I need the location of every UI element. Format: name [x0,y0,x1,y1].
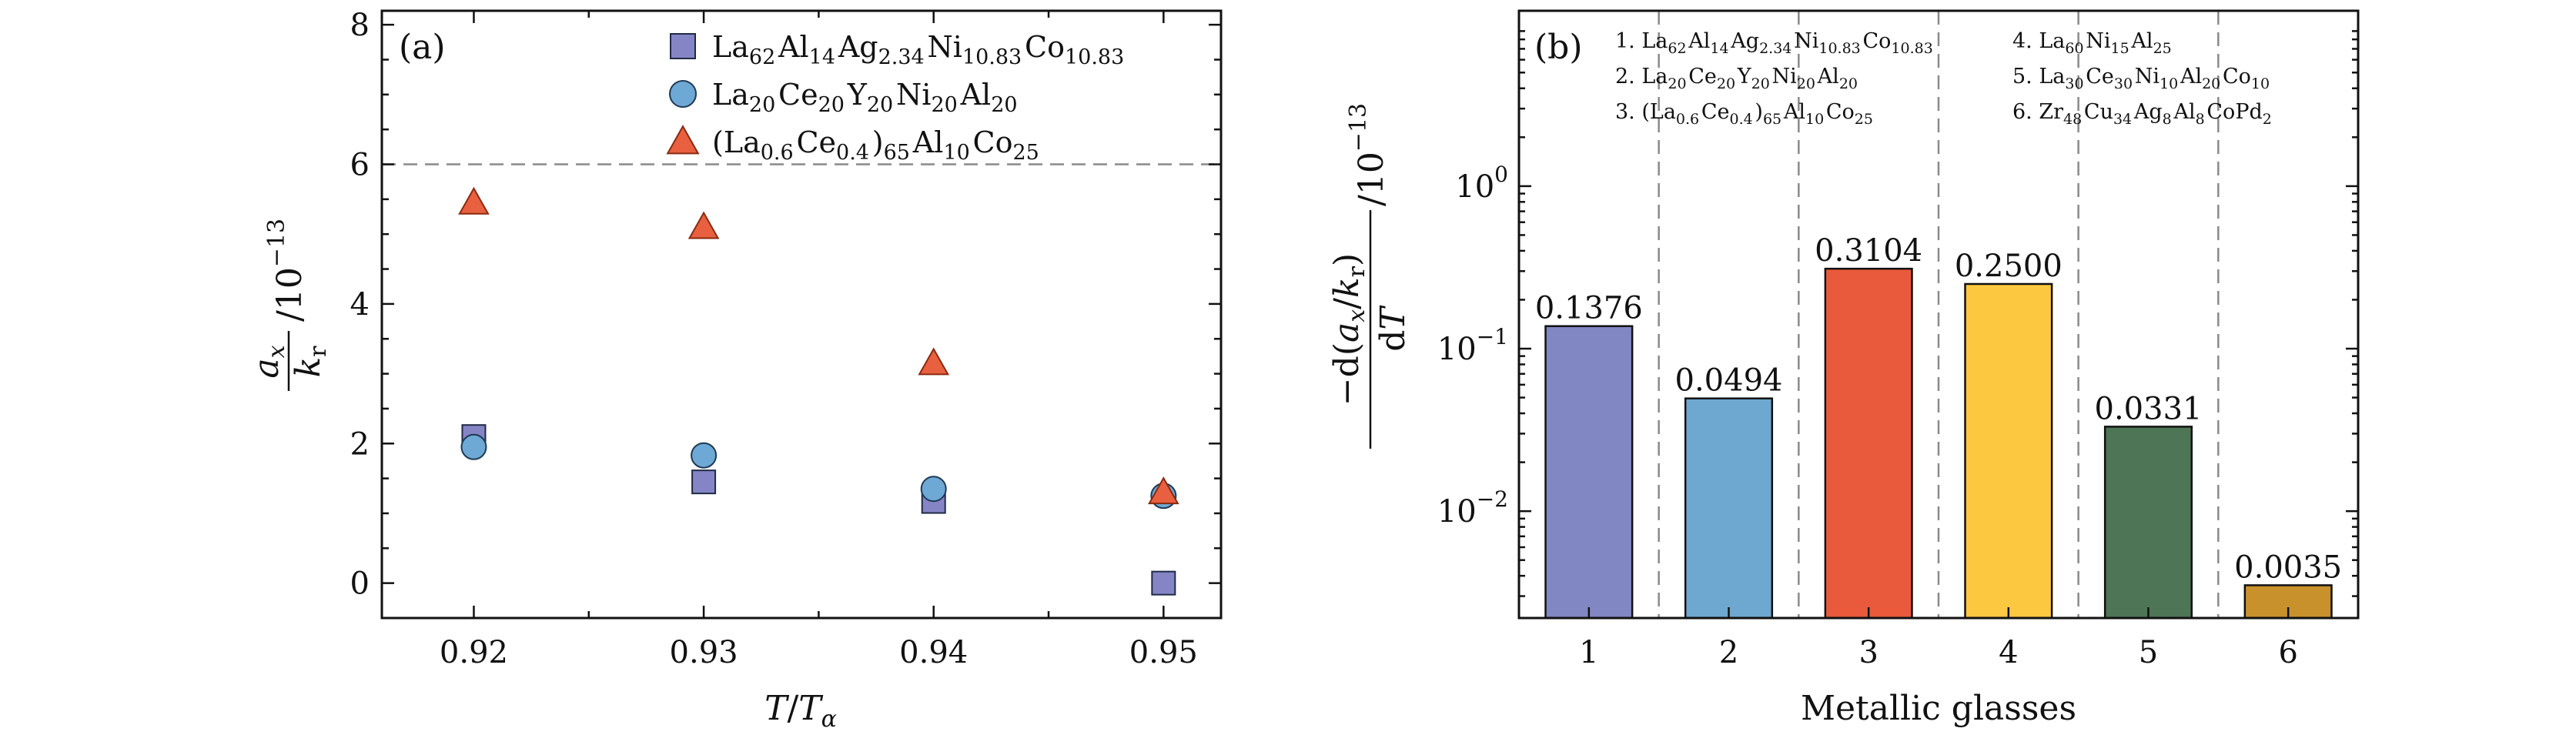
svg-text:/10−13: /10−13 [1345,103,1391,206]
x-tick-label: 2 [1719,635,1738,670]
panel-b-plot-frame [1517,9,2360,620]
panel-b-bar-chart: 0.1376 0.0494 0.3104 0.2500 0.0331 0.0035 1 2 3… [1327,9,2360,728]
panel-a-points [458,186,1179,596]
x-tick-label: 1 [1579,635,1598,670]
panel-a-scatter-chart: 0.92 0.93 0.94 0.95 0 2 4 6 8 (a) La62 Al14 Ag2.… [247,8,1223,733]
y-tick-label: 4 [350,287,370,322]
x-tick-label: 0.94 [899,635,968,670]
panel-a-ticks: 0.92 0.93 0.94 0.95 0 2 4 6 8 [350,8,1221,670]
bar-value-label-3: 0.3104 [1815,233,1922,269]
point-square-2 [691,469,717,495]
bar-6 [2243,584,2333,620]
panel-a-x-axis-title: T/Tα [764,689,837,733]
x-tick-label: 6 [2278,635,2297,670]
y-tick-label: 10−2 [1437,486,1508,530]
bar-3 [1824,267,1913,620]
svg-text:dT: dT [1373,305,1413,352]
svg-text:/10−13: /10−13 [263,219,309,322]
legend-item-2: 2. La20 Ce20 Y20 Ni20 Al20 [1615,65,1860,92]
panel-b-legend: 1. La62 Al14 Ag2.34 Ni10.83 Co10.83 2. L… [1615,29,2274,128]
point-circle-2 [691,442,718,469]
panel-b-y-axis-title: −d(ax/kr) dT /10−13 [1327,103,1413,449]
legend-triangle-marker [666,125,700,155]
y-tick-label: 2 [350,426,370,462]
bar-value-label-2: 0.0494 [1675,363,1783,399]
svg-text:−d(ax/kr): −d(ax/kr) [1327,253,1370,406]
bar-2 [1684,397,1774,620]
x-tick-label: 3 [1858,635,1878,670]
point-triangle-3 [918,347,950,376]
y-tick-label: 8 [350,8,370,43]
panel-a-label: (a) [399,28,446,67]
panel-b-x-axis-title: Metallic glasses [1801,689,2076,728]
point-triangle-2 [687,211,720,239]
bar-4 [1964,282,2053,620]
y-tick-label: 100 [1455,162,1508,205]
bar-1 [1544,325,1634,620]
svg-text:ax: ax [247,345,290,378]
y-tick-label: 10−1 [1437,324,1508,367]
y-tick-label: 0 [350,566,370,602]
legend-item-4: 4. La60 Ni15 Al25 [2012,29,2173,57]
point-circle-3 [920,476,947,503]
bar-value-label-6: 0.0035 [2234,550,2342,585]
x-tick-label: 0.93 [670,635,738,670]
panel-b-separators [1658,11,2220,618]
legend-circle-marker [669,80,697,108]
svg-text:kr: kr [289,346,332,378]
x-tick-label: 4 [1999,635,2018,670]
bar-value-label-1: 0.1376 [1535,291,1643,326]
panel-a-plot-frame [380,9,1223,620]
panel-a-legend: La62 Al14 Ag2.34 Ni10.83 Co10.83 La20 Ce… [666,30,1127,165]
panel-a-y-axis-title: ax kr /10−13 [247,219,332,391]
point-triangle-1 [458,186,490,215]
legend-item-3: 3. (La0.6 Ce0.4 )65 Al10 Co25 [1615,100,1875,128]
legend-item-1: 1. La62 Al14 Ag2.34 Ni10.83 Co10.83 [1615,29,1935,57]
panel-b-label: (b) [1534,28,1583,67]
legend-entry-2: La20 Ce20 Y20 Ni20 Al20 [712,78,1020,117]
legend-item-5: 5. La30 Ce30 Ni10 Al20 Co10 [2012,65,2272,92]
legend-square-marker [670,33,696,59]
x-tick-label: 0.92 [440,635,508,670]
legend-entry-3: (La0.6 Ce0.4 )65 Al10 Co25 [712,125,1042,165]
panel-b-bars: 0.1376 0.0494 0.3104 0.2500 0.0331 0.0035 [1535,233,2342,620]
y-tick-label: 6 [350,148,370,183]
legend-entry-1: La62 Al14 Ag2.34 Ni10.83 Co10.83 [712,30,1127,69]
point-circle-1 [460,433,487,460]
panel-b-ticks: 1 2 3 4 5 6 10−2 10−1 100 [1437,30,2358,670]
legend-item-6: 6. Zr48 Cu34 Ag8 Al8 CoPd2 [2012,100,2274,128]
point-triangle-4 [1148,476,1179,505]
point-square-4 [1151,570,1176,596]
x-tick-label: 5 [2139,635,2158,670]
bar-5 [2103,426,2193,620]
bar-value-label-5: 0.0331 [2095,391,2203,426]
bar-value-label-4: 0.2500 [1955,249,2062,284]
x-tick-label: 0.95 [1129,635,1198,670]
